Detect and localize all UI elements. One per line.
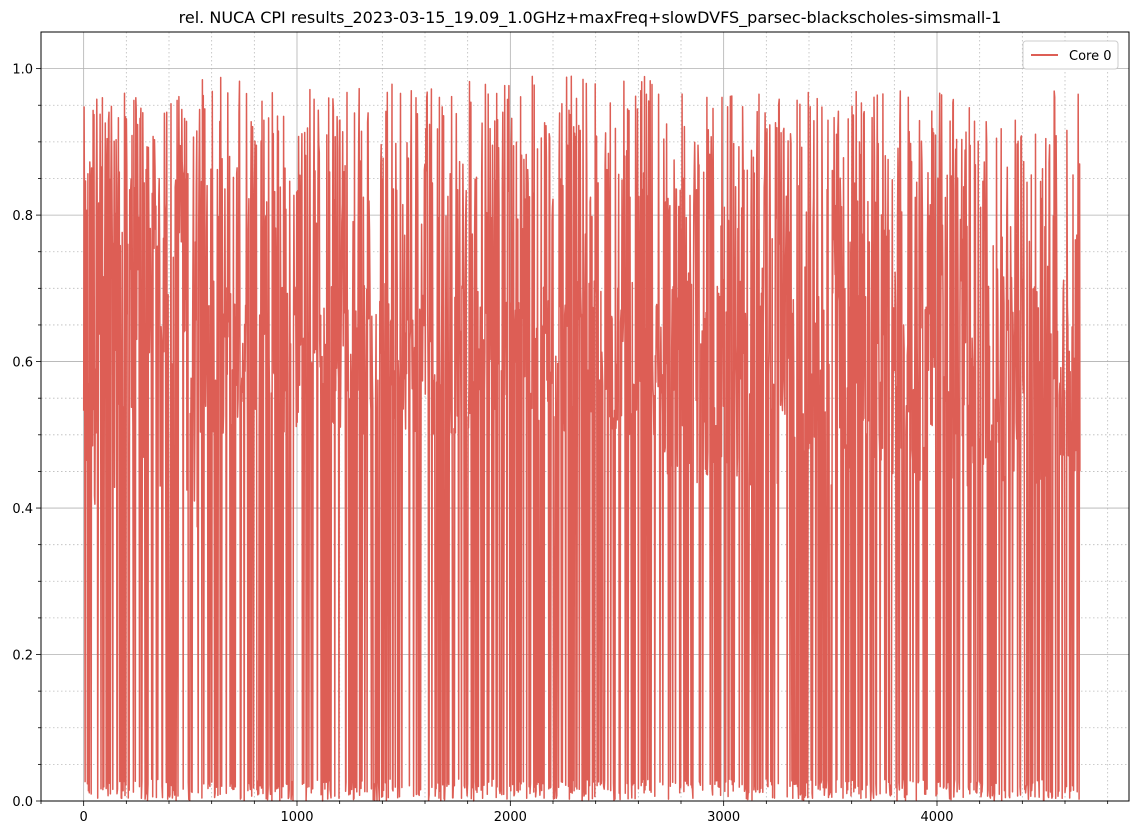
y-tick-label: 0.8: [12, 209, 33, 224]
x-tick-label: 2000: [494, 810, 527, 825]
legend-label-core-0: Core 0: [1069, 49, 1112, 64]
y-tick-label: 0.6: [12, 356, 33, 371]
x-tick-label: 1000: [280, 810, 313, 825]
legend-box: [1022, 40, 1119, 70]
legend: Core 0: [1022, 40, 1119, 70]
series-line-core-0: [82, 75, 1081, 802]
y-axis: 0.0 0.2 0.4 0.6 0.8 1.0: [12, 63, 41, 810]
y-tick-label: 0.2: [12, 649, 33, 664]
y-tick-label: 0.4: [12, 502, 33, 517]
chart-title: rel. NUCA CPI results_2023-03-15_19.09_1…: [179, 8, 1002, 28]
x-tick-label: 4000: [920, 810, 953, 825]
x-axis: 0 1000 2000 3000 4000: [40, 801, 1109, 825]
x-tick-label: 3000: [707, 810, 740, 825]
x-tick-label: 0: [80, 810, 88, 825]
y-tick-label: 0.0: [12, 795, 33, 810]
series-layer: [82, 75, 1081, 802]
y-tick-label: 1.0: [12, 63, 33, 78]
plot-frame: [40, 31, 1130, 802]
